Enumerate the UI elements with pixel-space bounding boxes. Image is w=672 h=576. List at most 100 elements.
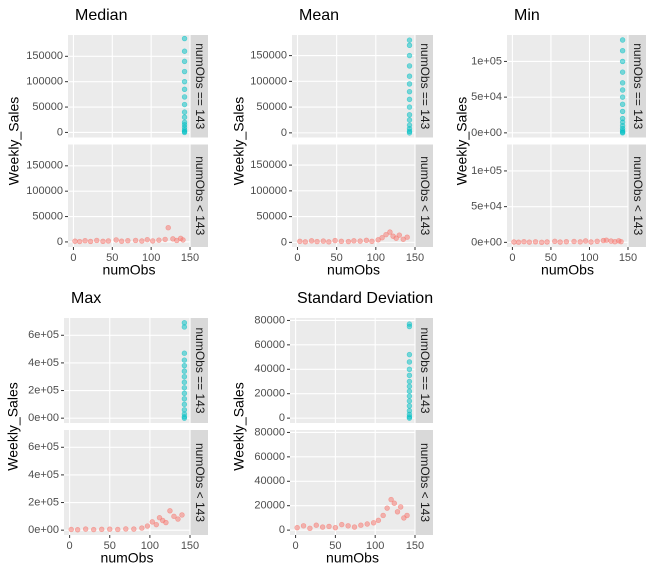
point <box>118 238 125 244</box>
point <box>369 238 375 245</box>
point <box>406 403 413 409</box>
y-axis-label: Weekly_Sales <box>231 382 247 470</box>
point <box>90 526 97 533</box>
point <box>582 238 589 244</box>
strip <box>190 144 208 247</box>
point <box>619 80 626 86</box>
point <box>526 239 533 245</box>
x-tick-label: 150 <box>181 252 199 264</box>
point <box>94 237 100 244</box>
y-tick-label: 0e+00 <box>28 524 59 536</box>
point <box>351 524 358 530</box>
panel <box>64 430 190 535</box>
x-axis-label: numObs <box>103 262 156 278</box>
x-tick-label: 0 <box>293 540 299 552</box>
point <box>181 396 188 402</box>
point <box>139 525 145 531</box>
y-tick-label: 0 <box>279 524 285 536</box>
panel <box>507 35 628 138</box>
y-tick-label: 150000 <box>250 159 287 171</box>
strip-label: numObs < 143 <box>418 443 432 522</box>
point <box>307 525 313 531</box>
x-tick-label: 100 <box>142 252 160 264</box>
x-tick-label: 150 <box>406 252 424 264</box>
point <box>406 63 413 69</box>
strip-label: numObs < 143 <box>193 443 207 522</box>
x-axis-label: numObs <box>326 550 379 566</box>
point <box>383 231 389 238</box>
strip <box>628 144 646 247</box>
point <box>100 238 106 245</box>
point <box>294 524 300 531</box>
y-tick-label: 40000 <box>254 475 285 487</box>
y-axis-label: Weekly_Sales <box>231 97 247 185</box>
point <box>406 398 413 404</box>
point <box>563 239 570 245</box>
x-tick-label: 100 <box>366 540 384 552</box>
y-tick-label: 2e+05 <box>28 496 59 508</box>
y-tick-label: 6e+05 <box>28 329 59 341</box>
point <box>139 238 145 244</box>
y-tick-label: 60000 <box>254 451 285 463</box>
point <box>406 73 413 79</box>
point <box>332 237 338 244</box>
point <box>406 408 413 414</box>
point <box>339 521 345 528</box>
point <box>594 238 600 244</box>
point <box>370 520 377 526</box>
point <box>123 526 129 532</box>
point <box>396 232 403 238</box>
y-tick-label: 60000 <box>254 339 285 351</box>
x-tick-label: 100 <box>580 252 598 264</box>
x-tick-label: 150 <box>181 540 199 552</box>
y-tick-label: 40000 <box>254 363 285 375</box>
y-tick-label: 50000 <box>32 101 63 113</box>
point <box>345 523 351 529</box>
x-tick-label: 0 <box>509 252 515 264</box>
y-tick-label: 100000 <box>26 185 63 197</box>
strip <box>190 35 208 138</box>
point <box>404 512 410 519</box>
chart-title: Min <box>514 7 540 24</box>
strip <box>415 35 433 138</box>
point <box>181 48 188 54</box>
y-tick-label: 50000 <box>256 211 287 223</box>
y-tick-label: 1e+05 <box>471 55 502 67</box>
point <box>338 238 345 245</box>
point <box>619 101 626 107</box>
point <box>406 393 413 399</box>
point <box>406 351 413 358</box>
point <box>302 239 309 245</box>
point <box>397 504 404 510</box>
point <box>105 238 112 244</box>
x-tick-label: 50 <box>329 540 341 552</box>
x-tick-label: 50 <box>106 252 118 264</box>
point <box>113 237 119 243</box>
point <box>404 234 410 240</box>
x-axis-label: numObs <box>541 262 594 278</box>
point <box>181 407 188 413</box>
point <box>345 238 352 245</box>
point <box>308 238 315 244</box>
point <box>619 37 626 43</box>
point <box>181 68 188 75</box>
x-tick-label: 100 <box>141 540 159 552</box>
panel <box>68 144 190 247</box>
x-tick-label: 0 <box>70 252 76 264</box>
point <box>406 388 413 394</box>
point <box>82 237 88 244</box>
point <box>557 239 563 245</box>
point <box>538 239 545 245</box>
point <box>76 238 83 245</box>
y-tick-label: 50000 <box>32 210 63 222</box>
point <box>406 96 413 103</box>
point <box>68 526 74 533</box>
point <box>165 225 171 231</box>
point <box>515 239 522 245</box>
strip-label: numObs == 143 <box>418 327 432 413</box>
point <box>181 379 188 385</box>
point <box>406 383 413 390</box>
y-tick-label: 50000 <box>256 101 287 113</box>
point <box>406 321 413 327</box>
y-tick-label: 150000 <box>250 50 287 62</box>
